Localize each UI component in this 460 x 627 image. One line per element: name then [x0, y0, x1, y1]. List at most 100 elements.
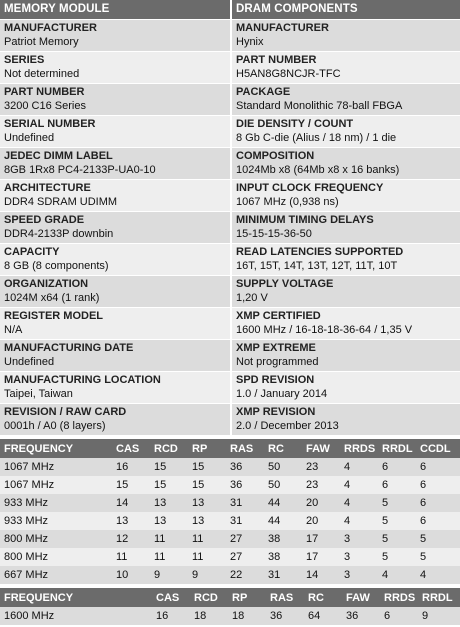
jedec-column-header: RRDL [378, 439, 416, 458]
jedec-cell: 3 [340, 566, 378, 584]
jedec-cell: 4 [340, 476, 378, 494]
jedec-cell: 50 [264, 458, 302, 476]
jedec-cell: 20 [302, 494, 340, 512]
jedec-cell: 3 [340, 548, 378, 566]
dram-component-field: READ LATENCIES SUPPORTED 16T, 15T, 14T, 1… [232, 243, 460, 275]
jedec-column-header: RRDS [340, 439, 378, 458]
jedec-cell: 11 [188, 548, 226, 566]
xmp-column-header: FREQUENCY [0, 588, 152, 607]
table-row: 1067 MHz 15 15 15 36 50 23 4 6 6 [0, 476, 460, 494]
memory-module-field-label: REVISION / RAW CARD [4, 406, 127, 418]
memory-module-field-label: SPEED GRADE [4, 214, 85, 226]
jedec-cell: 9 [188, 566, 226, 584]
jedec-cell: 44 [264, 512, 302, 530]
memory-module-field: MANUFACTURING DATE Undefined [0, 339, 230, 371]
dram-component-field-label: XMP CERTIFIED [236, 310, 321, 322]
dram-component-field-value: 15-15-15-36-50 [236, 228, 312, 240]
dram-component-field-label: PACKAGE [236, 86, 291, 98]
dram-component-field: DIE DENSITY / COUNT 8 Gb C-die (Alius / 1… [232, 115, 460, 147]
jedec-column-header: CCDL [416, 439, 460, 458]
jedec-cell: 20 [302, 512, 340, 530]
jedec-cell: 11 [112, 548, 150, 566]
xmp-column-header: CAS [152, 588, 190, 607]
table-row: 800 MHz 11 11 11 27 38 17 3 5 5 [0, 548, 460, 566]
dram-component-field-value: Not programmed [236, 356, 319, 368]
memory-module-field-label: SERIES [4, 54, 45, 66]
jedec-cell: 31 [226, 494, 264, 512]
jedec-cell: 14 [302, 566, 340, 584]
xmp-cell: 16 [152, 607, 190, 625]
xmp-cell: 18 [228, 607, 266, 625]
jedec-cell: 667 MHz [0, 566, 112, 584]
jedec-cell: 12 [112, 530, 150, 548]
jedec-cell: 15 [188, 476, 226, 494]
xmp-body: 1600 MHz 16 18 18 36 64 36 6 9 [0, 607, 460, 625]
jedec-cell: 31 [264, 566, 302, 584]
dram-component-field-value: Standard Monolithic 78-ball FBGA [236, 100, 403, 112]
xmp-column-header: FAW [342, 588, 380, 607]
dram-component-field-label: XMP REVISION [236, 406, 316, 418]
jedec-body: 1067 MHz 16 15 15 36 50 23 4 6 6 1067 MHz 15 15 15 36 5… [0, 458, 460, 584]
dram-components-column: DRAM COMPONENTS MANUFACTURER Hynix PART NU… [230, 0, 460, 435]
dram-component-field: SPD REVISION 1.0 / January 2014 [232, 371, 460, 403]
memory-module-column: MEMORY MODULE MANUFACTURER Patriot Memory… [0, 0, 230, 435]
dram-component-field: COMPOSITION 1024Mb x8 (64Mb x8 x 16 banks… [232, 147, 460, 179]
jedec-cell: 6 [416, 512, 460, 530]
xmp-cell: 64 [304, 607, 342, 625]
xmp-header-row: FREQUENCY CAS RCD RP RAS RC FAW RRDS RRDL [0, 588, 460, 607]
dram-component-field-value: 1067 MHz (0,938 ns) [236, 196, 339, 208]
memory-module-field-label: SERIAL NUMBER [4, 118, 96, 130]
jedec-cell: 11 [188, 530, 226, 548]
xmp-column-header: RRDS [380, 588, 418, 607]
dram-component-field-label: DIE DENSITY / COUNT [236, 118, 354, 130]
jedec-cell: 4 [340, 494, 378, 512]
jedec-cell: 22 [226, 566, 264, 584]
dram-component-field-label: COMPOSITION [236, 150, 315, 162]
memory-module-field-label: JEDEC DIMM LABEL [4, 150, 113, 162]
dram-component-field-label: SPD REVISION [236, 374, 315, 386]
jedec-cell: 13 [188, 512, 226, 530]
xmp-cell: 1600 MHz [0, 607, 152, 625]
dram-component-field: PART NUMBER H5AN8G8NCJR-TFC [232, 51, 460, 83]
section-gap [0, 435, 460, 439]
dram-components-fields: MANUFACTURER Hynix PART NUMBER H5AN8G8NCJR-… [232, 19, 460, 435]
dram-component-field: PACKAGE Standard Monolithic 78-ball FBGA [232, 83, 460, 115]
memory-module-field: PART NUMBER 3200 C16 Series [0, 83, 230, 115]
jedec-column-header: RAS [226, 439, 264, 458]
jedec-cell: 13 [188, 494, 226, 512]
memory-module-field-label: MANUFACTURING LOCATION [4, 374, 161, 386]
dram-component-field-value: 1.0 / January 2014 [236, 388, 328, 400]
jedec-cell: 15 [188, 458, 226, 476]
dram-component-field-label: XMP EXTREME [236, 342, 316, 354]
table-row: 933 MHz 13 13 13 31 44 20 4 5 6 [0, 512, 460, 530]
jedec-cell: 15 [112, 476, 150, 494]
jedec-cell: 17 [302, 548, 340, 566]
jedec-cell: 15 [150, 458, 188, 476]
jedec-column-header: RP [188, 439, 226, 458]
memory-module-header: MEMORY MODULE [0, 0, 230, 19]
memory-module-field: REGISTER MODEL N/A [0, 307, 230, 339]
memory-module-field-value: DDR4-2133P downbin [4, 228, 114, 240]
jedec-cell: 5 [416, 548, 460, 566]
table-row: 667 MHz 10 9 9 22 31 14 3 4 4 [0, 566, 460, 584]
jedec-cell: 27 [226, 548, 264, 566]
jedec-cell: 14 [112, 494, 150, 512]
xmp-cell: 6 [380, 607, 418, 625]
jedec-cell: 44 [264, 494, 302, 512]
dram-component-field-value: 1,20 V [236, 292, 268, 304]
xmp-cell: 36 [342, 607, 380, 625]
xmp-column-header: RAS [266, 588, 304, 607]
table-row: 1067 MHz 16 15 15 36 50 23 4 6 6 [0, 458, 460, 476]
table-row: 800 MHz 12 11 11 27 38 17 3 5 5 [0, 530, 460, 548]
jedec-cell: 38 [264, 530, 302, 548]
jedec-cell: 9 [150, 566, 188, 584]
jedec-cell: 1067 MHz [0, 476, 112, 494]
dram-component-field: MANUFACTURER Hynix [232, 19, 460, 51]
jedec-cell: 5 [416, 530, 460, 548]
dram-component-field: INPUT CLOCK FREQUENCY 1067 MHz (0,938 ns) [232, 179, 460, 211]
dram-component-field-value: Hynix [236, 36, 264, 48]
jedec-cell: 3 [340, 530, 378, 548]
jedec-cell: 11 [150, 530, 188, 548]
xmp-column-header: RP [228, 588, 266, 607]
dram-component-field-value: 1024Mb x8 (64Mb x8 x 16 banks) [236, 164, 400, 176]
